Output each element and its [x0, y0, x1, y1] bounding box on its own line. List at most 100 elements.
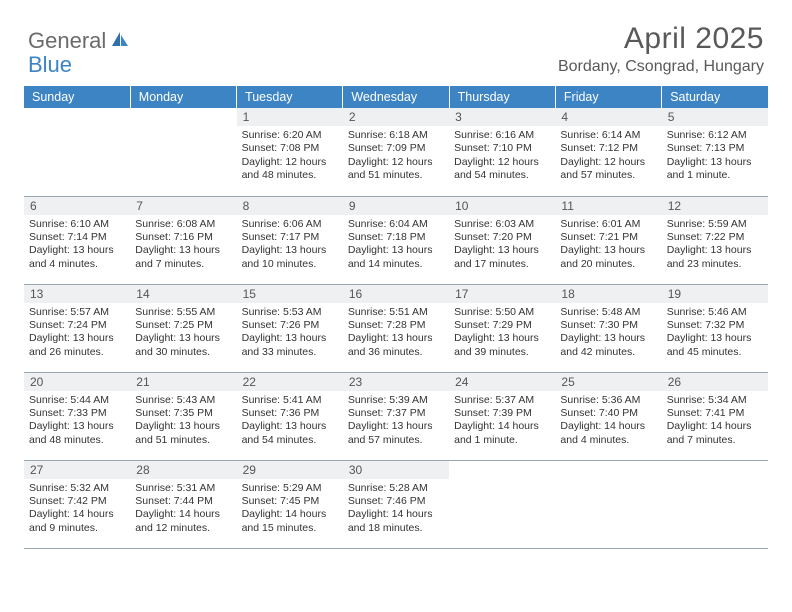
day-line: Sunrise: 5:41 AM [242, 394, 338, 407]
day-line: Sunrise: 5:46 AM [667, 306, 763, 319]
day-line: Sunset: 7:20 PM [454, 231, 550, 244]
calendar-cell: 9Sunrise: 6:04 AMSunset: 7:18 PMDaylight… [343, 196, 449, 284]
day-line: Sunset: 7:17 PM [242, 231, 338, 244]
day-content: Sunrise: 5:55 AMSunset: 7:25 PMDaylight:… [130, 303, 236, 362]
day-line: Sunset: 7:33 PM [29, 407, 125, 420]
day-content: Sunrise: 5:43 AMSunset: 7:35 PMDaylight:… [130, 391, 236, 450]
day-number: 5 [662, 108, 768, 126]
day-line: Daylight: 13 hours and 57 minutes. [348, 420, 444, 447]
day-line: Sunset: 7:44 PM [135, 495, 231, 508]
day-line: Sunrise: 5:28 AM [348, 482, 444, 495]
calendar-cell [555, 460, 661, 548]
day-line: Daylight: 12 hours and 57 minutes. [560, 156, 656, 183]
day-number: 8 [237, 197, 343, 215]
calendar-cell: 8Sunrise: 6:06 AMSunset: 7:17 PMDaylight… [237, 196, 343, 284]
header: General April 2025 Bordany, Csongrad, Hu… [0, 0, 792, 80]
day-number: 20 [24, 373, 130, 391]
calendar-cell: 25Sunrise: 5:36 AMSunset: 7:40 PMDayligh… [555, 372, 661, 460]
day-line: Daylight: 14 hours and 7 minutes. [667, 420, 763, 447]
day-number: 6 [24, 197, 130, 215]
page-title: April 2025 [558, 22, 764, 56]
day-line: Sunset: 7:28 PM [348, 319, 444, 332]
day-line: Sunrise: 5:57 AM [29, 306, 125, 319]
calendar-cell: 7Sunrise: 6:08 AMSunset: 7:16 PMDaylight… [130, 196, 236, 284]
day-line: Sunset: 7:46 PM [348, 495, 444, 508]
day-content: Sunrise: 6:03 AMSunset: 7:20 PMDaylight:… [449, 215, 555, 274]
day-line: Sunrise: 5:31 AM [135, 482, 231, 495]
day-content: Sunrise: 6:14 AMSunset: 7:12 PMDaylight:… [555, 126, 661, 185]
day-line: Sunset: 7:42 PM [29, 495, 125, 508]
day-line: Daylight: 13 hours and 14 minutes. [348, 244, 444, 271]
day-content: Sunrise: 6:01 AMSunset: 7:21 PMDaylight:… [555, 215, 661, 274]
day-content: Sunrise: 5:44 AMSunset: 7:33 PMDaylight:… [24, 391, 130, 450]
day-line: Daylight: 14 hours and 1 minute. [454, 420, 550, 447]
calendar-cell: 30Sunrise: 5:28 AMSunset: 7:46 PMDayligh… [343, 460, 449, 548]
day-line: Sunrise: 5:44 AM [29, 394, 125, 407]
day-line: Daylight: 14 hours and 18 minutes. [348, 508, 444, 535]
calendar-cell: 20Sunrise: 5:44 AMSunset: 7:33 PMDayligh… [24, 372, 130, 460]
weekday-header: Sunday [24, 86, 130, 108]
day-content: Sunrise: 6:20 AMSunset: 7:08 PMDaylight:… [237, 126, 343, 185]
day-line: Sunrise: 5:48 AM [560, 306, 656, 319]
calendar-cell: 10Sunrise: 6:03 AMSunset: 7:20 PMDayligh… [449, 196, 555, 284]
day-number: 16 [343, 285, 449, 303]
day-content: Sunrise: 5:53 AMSunset: 7:26 PMDaylight:… [237, 303, 343, 362]
day-line: Daylight: 13 hours and 45 minutes. [667, 332, 763, 359]
day-line: Sunrise: 6:08 AM [135, 218, 231, 231]
day-line: Daylight: 13 hours and 39 minutes. [454, 332, 550, 359]
day-number: 17 [449, 285, 555, 303]
day-content: Sunrise: 6:08 AMSunset: 7:16 PMDaylight:… [130, 215, 236, 274]
day-line: Sunset: 7:09 PM [348, 142, 444, 155]
calendar-cell: 12Sunrise: 5:59 AMSunset: 7:22 PMDayligh… [662, 196, 768, 284]
day-line: Sunrise: 6:06 AM [242, 218, 338, 231]
calendar-cell: 4Sunrise: 6:14 AMSunset: 7:12 PMDaylight… [555, 108, 661, 196]
day-number: 4 [555, 108, 661, 126]
day-line: Daylight: 13 hours and 4 minutes. [29, 244, 125, 271]
day-content: Sunrise: 5:50 AMSunset: 7:29 PMDaylight:… [449, 303, 555, 362]
location-text: Bordany, Csongrad, Hungary [558, 58, 764, 76]
calendar-head: SundayMondayTuesdayWednesdayThursdayFrid… [24, 86, 768, 108]
day-line: Sunrise: 6:10 AM [29, 218, 125, 231]
day-number: 18 [555, 285, 661, 303]
weekday-header: Saturday [662, 86, 768, 108]
day-number: 1 [237, 108, 343, 126]
day-line: Sunset: 7:22 PM [667, 231, 763, 244]
day-line: Daylight: 14 hours and 15 minutes. [242, 508, 338, 535]
day-line: Daylight: 13 hours and 54 minutes. [242, 420, 338, 447]
day-line: Sunset: 7:24 PM [29, 319, 125, 332]
calendar-cell: 17Sunrise: 5:50 AMSunset: 7:29 PMDayligh… [449, 284, 555, 372]
day-line: Sunset: 7:36 PM [242, 407, 338, 420]
day-content: Sunrise: 5:37 AMSunset: 7:39 PMDaylight:… [449, 391, 555, 450]
day-line: Sunset: 7:12 PM [560, 142, 656, 155]
day-line: Daylight: 13 hours and 23 minutes. [667, 244, 763, 271]
day-content: Sunrise: 5:36 AMSunset: 7:40 PMDaylight:… [555, 391, 661, 450]
calendar-cell: 28Sunrise: 5:31 AMSunset: 7:44 PMDayligh… [130, 460, 236, 548]
brand-part2: Blue [28, 52, 72, 77]
day-line: Sunset: 7:35 PM [135, 407, 231, 420]
brand-part1: General [28, 28, 106, 54]
day-number: 9 [343, 197, 449, 215]
day-number: 27 [24, 461, 130, 479]
day-content: Sunrise: 6:04 AMSunset: 7:18 PMDaylight:… [343, 215, 449, 274]
day-number: 14 [130, 285, 236, 303]
day-line: Daylight: 13 hours and 36 minutes. [348, 332, 444, 359]
day-line: Sunrise: 6:12 AM [667, 129, 763, 142]
day-line: Sunset: 7:40 PM [560, 407, 656, 420]
day-line: Sunrise: 5:39 AM [348, 394, 444, 407]
day-number: 3 [449, 108, 555, 126]
day-line: Daylight: 13 hours and 30 minutes. [135, 332, 231, 359]
day-number: 19 [662, 285, 768, 303]
day-line: Daylight: 13 hours and 33 minutes. [242, 332, 338, 359]
day-number: 10 [449, 197, 555, 215]
day-number: 11 [555, 197, 661, 215]
day-line: Sunrise: 5:50 AM [454, 306, 550, 319]
day-line: Sunrise: 5:29 AM [242, 482, 338, 495]
day-line: Daylight: 13 hours and 7 minutes. [135, 244, 231, 271]
day-content: Sunrise: 5:57 AMSunset: 7:24 PMDaylight:… [24, 303, 130, 362]
day-line: Sunset: 7:45 PM [242, 495, 338, 508]
calendar-cell: 5Sunrise: 6:12 AMSunset: 7:13 PMDaylight… [662, 108, 768, 196]
day-number: 23 [343, 373, 449, 391]
day-line: Daylight: 13 hours and 51 minutes. [135, 420, 231, 447]
day-line: Daylight: 14 hours and 4 minutes. [560, 420, 656, 447]
day-line: Sunset: 7:13 PM [667, 142, 763, 155]
